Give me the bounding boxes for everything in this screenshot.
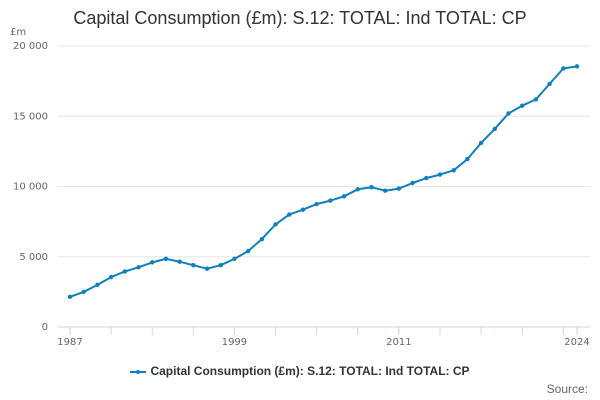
- y-tick-label: 20 000: [13, 41, 48, 52]
- x-tick-label: 1987: [57, 337, 82, 348]
- data-point[interactable]: [574, 64, 580, 69]
- y-tick-label: 0: [42, 322, 48, 333]
- data-point[interactable]: [136, 265, 141, 270]
- y-tick-label: 5 000: [19, 252, 48, 263]
- data-point[interactable]: [396, 186, 402, 191]
- data-point[interactable]: [506, 111, 511, 116]
- data-point[interactable]: [355, 187, 360, 192]
- chart-title: Capital Consumption (£m): S.12: TOTAL: I…: [73, 8, 527, 28]
- data-point[interactable]: [547, 81, 552, 87]
- data-point[interactable]: [341, 194, 347, 199]
- data-point[interactable]: [287, 212, 292, 217]
- legend[interactable]: Capital Consumption (£m): S.12: TOTAL: I…: [0, 364, 600, 378]
- legend-line-marker-icon: [130, 369, 147, 374]
- data-point[interactable]: [561, 66, 566, 71]
- x-tick-label: 2011: [386, 337, 411, 348]
- y-tick-label: 10 000: [13, 182, 48, 193]
- data-point[interactable]: [533, 97, 539, 102]
- series-group: [67, 64, 580, 299]
- data-point[interactable]: [451, 168, 456, 173]
- data-point[interactable]: [259, 236, 265, 242]
- data-point[interactable]: [245, 248, 251, 254]
- y-axis-label: £m: [10, 27, 26, 38]
- data-point[interactable]: [204, 266, 210, 271]
- data-point[interactable]: [232, 256, 237, 262]
- data-point[interactable]: [150, 260, 155, 265]
- data-point[interactable]: [437, 172, 443, 177]
- data-point[interactable]: [424, 175, 429, 181]
- x-tick-label: 1999: [222, 337, 247, 348]
- data-point[interactable]: [492, 126, 497, 132]
- data-point[interactable]: [465, 156, 470, 162]
- legend-label: Capital Consumption (£m): S.12: TOTAL: I…: [150, 364, 470, 378]
- gridlines: [58, 45, 590, 258]
- data-point[interactable]: [177, 259, 182, 264]
- data-point[interactable]: [191, 262, 196, 268]
- data-point[interactable]: [328, 198, 333, 203]
- x-tick-label: 2024: [564, 337, 589, 348]
- axes: 0 5 000 10 000 15 000 20 000 1987 1999 2011 2024: [13, 41, 590, 348]
- data-point[interactable]: [273, 222, 278, 227]
- source-label: Source:: [546, 382, 588, 396]
- data-point[interactable]: [218, 262, 223, 268]
- data-point[interactable]: [122, 269, 128, 274]
- data-point[interactable]: [108, 274, 114, 280]
- data-point[interactable]: [95, 282, 100, 288]
- y-tick-label: 15 000: [13, 111, 48, 122]
- data-point[interactable]: [163, 256, 169, 262]
- data-point[interactable]: [67, 294, 73, 299]
- data-point[interactable]: [81, 289, 86, 295]
- data-point[interactable]: [410, 180, 415, 186]
- data-point[interactable]: [369, 185, 374, 190]
- data-point[interactable]: [382, 188, 388, 193]
- data-point[interactable]: [519, 103, 525, 108]
- series-line: [69, 65, 578, 298]
- data-point[interactable]: [478, 140, 484, 146]
- data-point[interactable]: [314, 201, 319, 207]
- data-point[interactable]: [300, 207, 306, 212]
